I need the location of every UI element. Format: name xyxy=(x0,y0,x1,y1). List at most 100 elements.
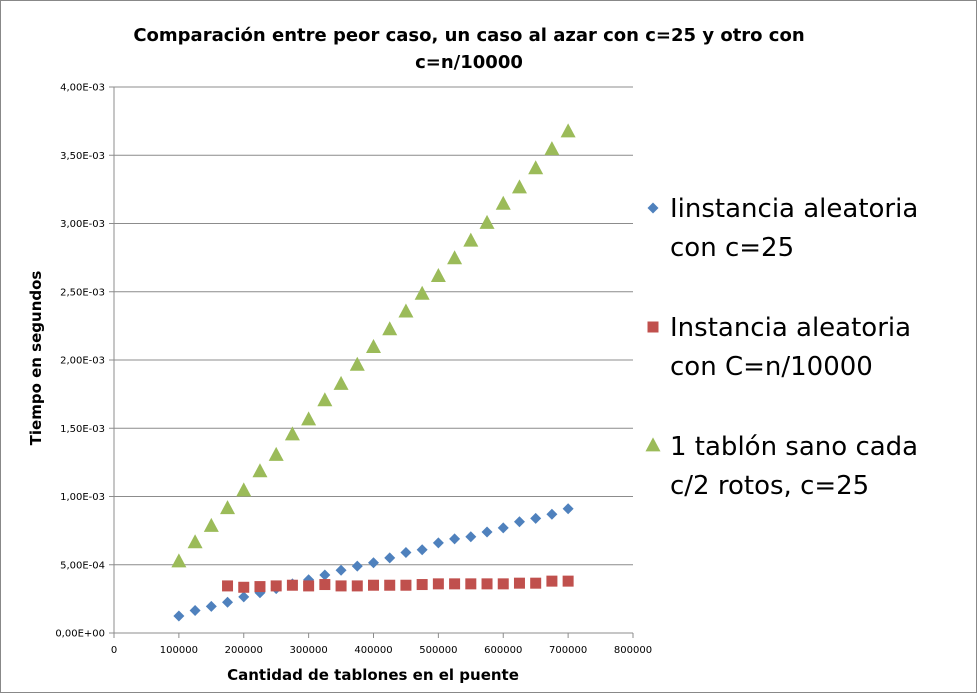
chart-title-line-2: c=n/10000 xyxy=(415,52,523,73)
series-1-point xyxy=(205,600,217,612)
series-3-point xyxy=(544,141,560,156)
gridlines xyxy=(114,86,633,566)
x-tick-label: 100000 xyxy=(160,645,198,656)
x-tick-label: 200000 xyxy=(225,645,263,656)
series-2-point xyxy=(449,578,461,590)
series-1-point xyxy=(384,552,396,564)
y-tick-label: 4,00E-03 xyxy=(60,83,105,94)
y-axis-title: Tiempo en segundos xyxy=(27,271,45,446)
series-1-point xyxy=(222,596,234,608)
series-2-point xyxy=(238,581,250,593)
x-tick-label: 700000 xyxy=(549,645,587,656)
series-1-point xyxy=(368,557,379,569)
x-tick-labels: 0 100000 200000 300000 400000 500000 600000 700… xyxy=(111,645,652,656)
series-2-point xyxy=(319,579,331,591)
legend-marker-series-3 xyxy=(645,437,661,452)
series-2-point xyxy=(270,580,282,592)
series-1-point xyxy=(562,503,574,515)
x-tick-label: 500000 xyxy=(419,645,457,656)
legend-label-series-3: 1 tablón sano cada xyxy=(670,432,918,462)
series-2-point xyxy=(530,577,542,589)
series-1-point xyxy=(189,604,201,616)
series-3-point xyxy=(268,446,284,461)
series-1-point xyxy=(513,516,525,528)
series-3-point xyxy=(528,160,544,175)
series-1-point xyxy=(546,508,558,520)
series-3-point xyxy=(414,285,430,300)
x-tick-label: 800000 xyxy=(614,645,652,656)
series-3-point xyxy=(447,250,463,265)
series-1-point xyxy=(335,564,347,576)
series-1-point xyxy=(481,526,493,538)
series-3-point xyxy=(317,392,333,407)
axes xyxy=(109,86,634,638)
series-3-point xyxy=(463,232,479,247)
series-3-point xyxy=(171,553,187,568)
legend-label-series-1: Iinstancia aleatoria xyxy=(670,194,918,224)
series-2-point xyxy=(335,580,347,592)
legend-marker-series-1 xyxy=(647,202,659,214)
series-2-point xyxy=(432,578,444,590)
y-tick-label: 5,00E-04 xyxy=(60,560,105,571)
series-2-point xyxy=(546,575,558,587)
series-3-point xyxy=(511,179,527,194)
chart-title-line-1: Comparación entre peor caso, un caso al … xyxy=(133,25,804,46)
series-1-point xyxy=(319,569,331,581)
series-2-point xyxy=(254,581,266,593)
series-2-point xyxy=(481,578,493,590)
series-3-point xyxy=(187,534,203,549)
y-tick-label: 1,50E-03 xyxy=(60,424,105,435)
data-points xyxy=(171,123,576,622)
series-2-point xyxy=(497,578,509,590)
series-3-point xyxy=(479,214,495,229)
series-1-point xyxy=(238,591,250,603)
legend: Iinstancia aleatoria con c=25 Instancia al… xyxy=(645,194,918,501)
series-1-point xyxy=(173,610,185,622)
series-2-point xyxy=(416,579,428,591)
y-tick-label: 3,50E-03 xyxy=(60,151,105,162)
series-2-point xyxy=(222,580,234,592)
series-2-point xyxy=(562,575,574,587)
series-2-point xyxy=(400,579,412,591)
series-1-point xyxy=(351,560,363,572)
series-3-point xyxy=(252,463,268,478)
legend-label-series-3: c/2 rotos, c=25 xyxy=(670,471,869,501)
y-tick-label: 2,00E-03 xyxy=(60,356,105,367)
series-2-point xyxy=(368,579,379,591)
series-3-point xyxy=(430,268,446,283)
series-3-point xyxy=(398,303,414,318)
y-tick-label: 1,00E-03 xyxy=(60,492,105,503)
legend-marker-series-2 xyxy=(647,321,659,333)
series-3-point xyxy=(366,339,381,354)
series-2-point xyxy=(303,580,315,592)
series-2-point xyxy=(513,577,525,589)
x-tick-label: 600000 xyxy=(484,645,522,656)
series-1-point xyxy=(449,533,461,545)
series-1-point xyxy=(416,544,428,556)
x-tick-label: 400000 xyxy=(354,645,392,656)
y-tick-labels: 0,00E+00 5,00E-04 1,00E-03 1,50E-03 2,00E-03… xyxy=(55,83,105,640)
series-2-point xyxy=(286,579,298,591)
x-tick-label: 0 xyxy=(111,645,117,656)
series-2-point xyxy=(465,578,477,590)
y-tick-label: 3,00E-03 xyxy=(60,219,105,230)
series-3-point xyxy=(284,426,300,441)
legend-label-series-1: con c=25 xyxy=(670,233,794,263)
y-tick-label: 2,50E-03 xyxy=(60,287,105,298)
legend-label-series-2: con C=n/10000 xyxy=(670,352,873,382)
series-3-point xyxy=(495,195,511,210)
series-3-point xyxy=(301,411,317,426)
series-2-point xyxy=(351,580,363,592)
series-2-point xyxy=(384,579,396,591)
series-3-point xyxy=(333,375,349,390)
series-1-point xyxy=(400,546,412,558)
legend-label-series-2: Instancia aleatoria xyxy=(670,313,911,343)
series-1-point xyxy=(497,522,509,534)
series-3-point xyxy=(560,123,576,138)
y-tick-label: 0,00E+00 xyxy=(55,629,105,640)
series-1-point xyxy=(432,537,444,549)
series-3-point xyxy=(382,321,398,336)
series-3-point xyxy=(349,356,365,371)
